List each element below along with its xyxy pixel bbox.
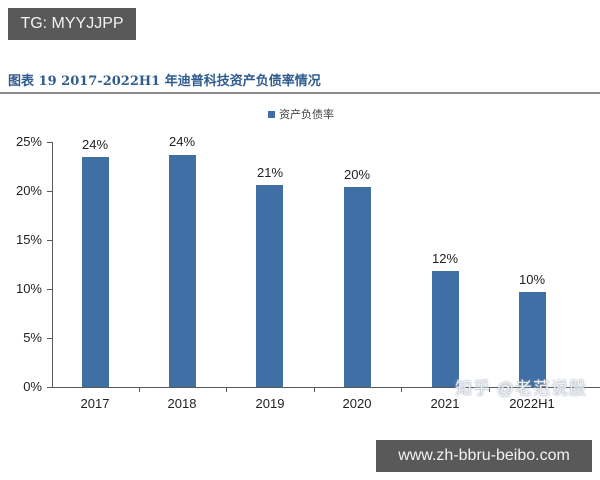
y-tick [47,387,52,388]
y-tick [47,338,52,339]
x-tick-label: 2021 [430,396,460,411]
y-tick-label: 5% [23,330,42,345]
x-tick-label: 2019 [255,396,285,411]
y-tick [47,289,52,290]
bar-2022h1 [519,292,546,387]
y-tick-label: 25% [15,134,42,149]
bar-2018 [169,155,196,387]
x-tick [489,387,490,392]
figure-title: 图表 19 2017-2022H1 年迪普科技资产负债率情况 [8,74,321,89]
bar-2017 [82,157,109,387]
x-tick-label: 2017 [80,396,110,411]
zhihu-watermark: 知乎 @老范说股 [455,379,587,398]
x-tick [139,387,140,392]
bar-2020 [344,187,371,387]
x-tick-label: 2020 [342,396,372,411]
bar-2019 [256,185,283,387]
y-tick-label: 0% [23,379,42,394]
y-tick [47,240,52,241]
y-tick [47,142,52,143]
y-axis [52,142,53,387]
legend-label: 资产负债率 [279,108,334,121]
y-tick [47,191,52,192]
telegram-id-badge: TG: MYYJJPP [8,8,136,40]
title-divider [0,92,600,94]
data-label: 12% [431,251,459,266]
legend-swatch-icon [268,110,275,118]
data-label: 24% [168,134,196,149]
x-tick-label: 2018 [167,396,197,411]
bar-2021 [432,271,459,387]
x-tick [226,387,227,392]
x-tick [314,387,315,392]
y-tick-label: 10% [15,281,42,296]
data-label: 24% [81,137,109,152]
y-tick-label: 20% [15,183,42,198]
y-tick-label: 15% [15,232,42,247]
data-label: 21% [256,165,284,180]
x-tick [401,387,402,392]
data-label: 20% [343,167,371,182]
x-tick-label: 2022H1 [509,396,555,411]
x-axis [52,387,600,388]
url-badge: www.zh-bbru-beibo.com [376,440,592,472]
data-label: 10% [518,272,546,287]
chart-legend: 资产负债率 [268,106,334,122]
